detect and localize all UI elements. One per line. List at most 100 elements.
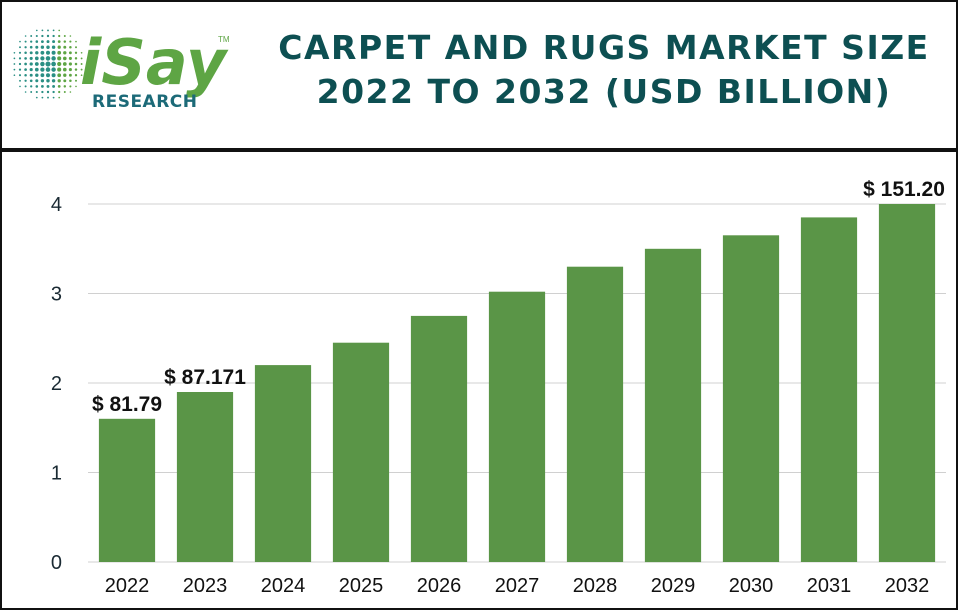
bar-2025 (332, 342, 390, 562)
logo-dot (41, 90, 44, 94)
logo-dot (35, 51, 39, 55)
logo-dot (46, 90, 50, 94)
logo-dot (69, 79, 72, 83)
logo-dot (24, 68, 27, 71)
logo-dot (45, 61, 51, 67)
logo-dot (52, 84, 56, 88)
x-tick-label: 2029 (651, 575, 696, 597)
logo-dot (35, 73, 39, 77)
y-tick-label: 2 (51, 373, 62, 395)
logo-dot (58, 29, 61, 32)
logo-dot (57, 79, 61, 83)
logo-dot (69, 45, 72, 49)
data-label-2022: $ 81.79 (92, 393, 162, 416)
bar-2028 (566, 266, 624, 562)
bar-2026 (410, 315, 468, 562)
logo-dot (63, 91, 66, 93)
logo-dot (80, 51, 83, 54)
logo-dot (46, 79, 50, 83)
logo-dot (30, 35, 33, 37)
logo-dot (41, 34, 44, 38)
logo-dot (30, 91, 33, 93)
logo-dot (58, 96, 61, 99)
header-divider (2, 148, 956, 152)
logo-dot (57, 67, 62, 72)
logo-dot (47, 29, 49, 32)
logo-dot (13, 63, 16, 65)
logo-dot (74, 57, 78, 60)
logo-dot (29, 51, 33, 55)
logo-dot (51, 67, 56, 72)
logo-dot (19, 46, 21, 49)
bars (98, 204, 936, 563)
logo-wordmark: iSay (80, 26, 229, 99)
logo-dot (34, 62, 39, 66)
bar-2024 (254, 365, 312, 562)
logo-dot (40, 79, 45, 83)
logo-dot (19, 40, 21, 43)
y-tick-label: 4 (51, 194, 62, 216)
logo-dot (24, 40, 27, 43)
isay-research-logo: iSay TM RESEARCH (10, 12, 240, 112)
logo-dot (74, 51, 78, 54)
x-tick-label: 2032 (885, 575, 930, 597)
bar-2029 (644, 248, 702, 563)
logo-tm: TM (218, 35, 230, 44)
logo-dot (24, 85, 27, 88)
x-tick-label: 2025 (339, 575, 384, 597)
logo-dot (52, 90, 55, 94)
logo-dot (45, 50, 51, 55)
logo-dot (63, 79, 67, 83)
logo-dot (18, 74, 22, 77)
logo-dot (13, 68, 16, 71)
logo-dot (58, 34, 61, 38)
logo-dot (47, 96, 49, 99)
logo-dot (68, 56, 72, 60)
logo-dot (40, 56, 45, 61)
logo-dot (29, 68, 33, 72)
logo-dot (46, 45, 50, 49)
logo-dot (41, 85, 44, 88)
logo-dot (45, 73, 51, 78)
logo-dot (19, 79, 21, 82)
logo-dot (58, 90, 61, 94)
logo-dot (18, 68, 22, 71)
logo-dot (68, 68, 72, 72)
logo-dot (46, 84, 50, 88)
logo-dot (57, 40, 61, 43)
logo-dot (74, 62, 78, 66)
logo-dot (75, 79, 77, 82)
data-label-2023: $ 87.171 (164, 366, 246, 389)
logo-dot (29, 45, 33, 49)
logo-dot (45, 67, 51, 72)
logo-dot (24, 79, 27, 82)
chart-title-line-2: 2022 TO 2032 (USD BILLION) (316, 72, 892, 111)
logo-dot (52, 34, 55, 38)
logo-dot (69, 40, 72, 43)
logo-dot (75, 85, 77, 88)
logo-dot (40, 61, 45, 67)
logo-dot (80, 57, 83, 60)
x-tick-label: 2027 (495, 575, 540, 597)
x-axis-ticks: 2022 2023 2024 2025 2026 2027 2028 2029 2030 2031… (105, 575, 930, 597)
logo-dot-globe-icon (13, 29, 83, 99)
logo-dot (40, 67, 45, 72)
logo-dot (52, 40, 56, 44)
logo-dot (62, 67, 67, 72)
logo-dot (41, 40, 44, 43)
logo-dot (34, 67, 39, 72)
logo-dot (62, 56, 67, 61)
logo-dot (63, 40, 67, 43)
logo-dot (13, 74, 16, 77)
logo-dot (40, 73, 45, 78)
logo-dot (51, 79, 56, 83)
logo-dot (40, 50, 45, 55)
logo-dot (80, 68, 83, 71)
logo-dot (18, 57, 22, 60)
data-labels: $ 81.79$ 87.171 $ 151.20 (92, 178, 945, 416)
logo-dot (45, 56, 51, 61)
chart-title: CARPET AND RUGS MARKET SIZE 2022 TO 2032… (252, 26, 956, 114)
x-tick-label: 2023 (183, 575, 228, 597)
